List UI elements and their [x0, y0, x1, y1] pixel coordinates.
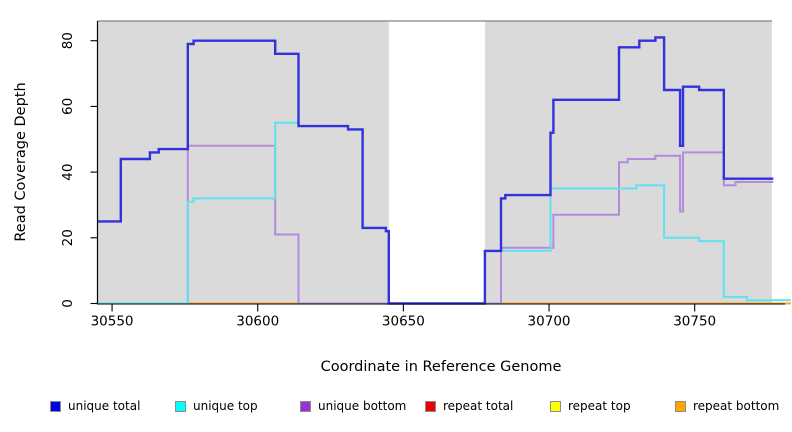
y-tick-label: 60	[60, 98, 76, 115]
x-axis-title: Coordinate in Reference Genome	[321, 359, 562, 375]
legend-label: repeat top	[568, 399, 631, 413]
legend-label: unique top	[193, 399, 258, 413]
axes: 30550 30600 30650 30700 30750 0 20 40 60 80	[60, 21, 785, 330]
x-tick-label: 30650	[382, 314, 425, 330]
legend-item-unique-bottom: unique bottom	[300, 397, 407, 415]
y-tick-label: 0	[60, 299, 76, 308]
unique-total-swatch-icon	[50, 400, 61, 412]
y-tick-label: 80	[60, 32, 76, 49]
legend-label: repeat bottom	[693, 399, 780, 413]
x-tick-label: 30550	[91, 314, 134, 330]
shaded-coverage-regions	[97, 21, 772, 304]
unique-top-swatch-icon	[175, 400, 186, 412]
x-tick-label: 30750	[673, 314, 716, 330]
legend-item-repeat-bottom: repeat bottom	[675, 397, 780, 415]
legend-item-repeat-total: repeat total	[425, 397, 514, 415]
legend-label: unique total	[68, 399, 141, 413]
legend-label: repeat total	[443, 399, 514, 413]
unique-bottom-swatch-icon	[300, 400, 311, 412]
shaded-region	[97, 21, 389, 304]
chart-legend: unique total unique top unique bottom repea…	[0, 397, 792, 417]
y-tick-label: 20	[60, 229, 76, 246]
legend-item-unique-top: unique top	[175, 397, 258, 415]
repeat-bottom-swatch-icon	[675, 400, 686, 412]
x-tick-label: 30600	[236, 314, 279, 330]
series-unique-total	[97, 36, 774, 305]
legend-label: unique bottom	[318, 399, 407, 413]
series-unique-bottom	[97, 144, 774, 305]
y-tick-label: 40	[60, 164, 76, 181]
repeat-top-swatch-icon	[550, 400, 561, 412]
x-tick-label: 30700	[528, 314, 571, 330]
legend-item-unique-total: unique total	[50, 397, 141, 415]
repeat-total-swatch-icon	[425, 400, 436, 412]
y-axis-title: Read Coverage Depth	[13, 82, 29, 241]
legend-item-repeat-top: repeat top	[550, 397, 631, 415]
